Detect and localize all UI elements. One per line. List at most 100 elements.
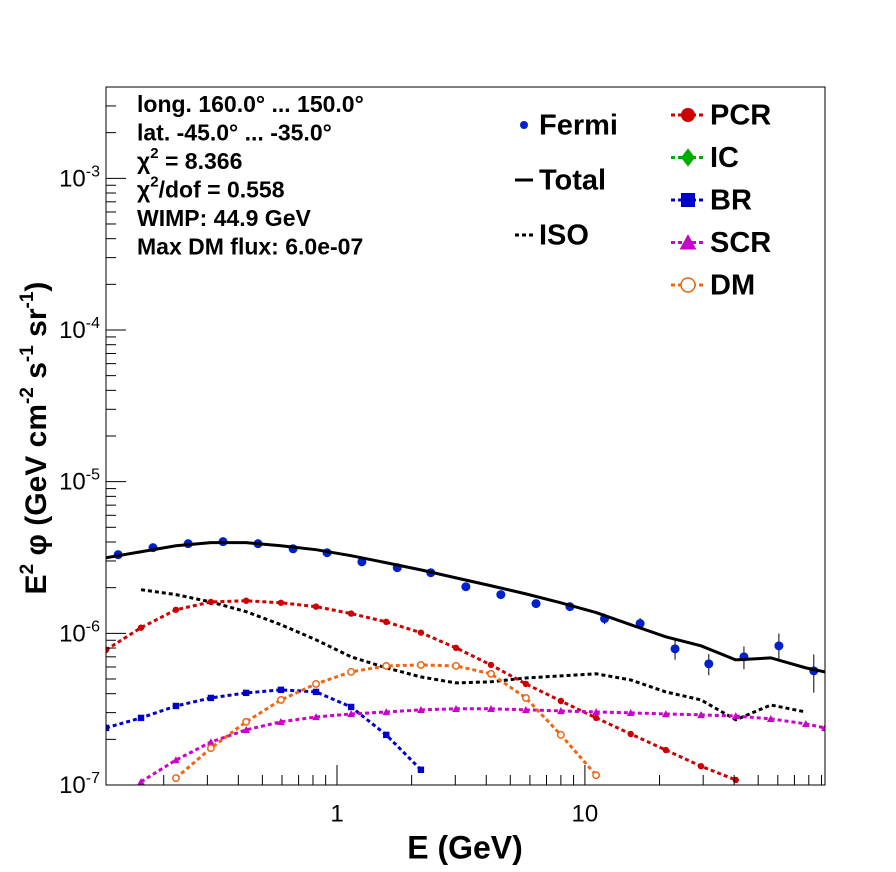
y-tick-label: 10-6 xyxy=(59,618,100,648)
marker xyxy=(681,148,695,167)
marker xyxy=(522,706,530,714)
legend-label: DM xyxy=(710,270,755,302)
marker xyxy=(461,582,471,592)
text-part: φ (GeV cm xyxy=(20,404,53,564)
superscript: 2 xyxy=(150,145,158,162)
marker xyxy=(704,659,714,669)
marker xyxy=(277,599,285,606)
marker xyxy=(172,702,180,710)
marker xyxy=(681,108,695,122)
superscript: -2 xyxy=(17,387,38,404)
marker xyxy=(521,693,530,702)
marker xyxy=(592,714,600,722)
text-part: Max DM flux: 6.0e-07 xyxy=(137,234,363,260)
marker xyxy=(383,618,390,626)
tick-exponent: -6 xyxy=(86,618,100,635)
marker xyxy=(697,763,705,770)
text-part: χ xyxy=(137,148,151,174)
tick-base: 10 xyxy=(59,469,86,496)
marker xyxy=(487,669,495,678)
marker xyxy=(277,717,285,726)
marker xyxy=(416,660,425,669)
text-part: sr xyxy=(20,308,53,345)
superscript: -1 xyxy=(17,345,38,362)
marker xyxy=(207,694,215,702)
marker xyxy=(496,590,506,600)
legend-label: IC xyxy=(710,142,739,174)
x-tick-label: 1 xyxy=(330,800,343,827)
marker xyxy=(347,703,355,711)
marker xyxy=(452,661,460,670)
marker xyxy=(417,629,425,636)
marker xyxy=(347,667,356,676)
tick-base: 10 xyxy=(59,621,86,648)
marker xyxy=(242,717,251,726)
marker xyxy=(681,193,695,207)
marker xyxy=(172,606,180,613)
marker xyxy=(137,777,145,785)
legend-label: SCR xyxy=(710,227,771,259)
marker xyxy=(106,724,110,732)
text-part: = 8.366 xyxy=(159,148,243,174)
text-part: lat. -45.0° ... -35.0° xyxy=(137,120,332,146)
marker xyxy=(382,708,391,716)
marker xyxy=(137,714,145,722)
marker xyxy=(452,644,460,652)
marker xyxy=(417,766,425,773)
marker xyxy=(679,234,697,250)
marker xyxy=(680,277,696,293)
y-tick-label: 10-5 xyxy=(59,466,100,496)
tick-exponent: -7 xyxy=(86,770,100,787)
text-part: E xyxy=(20,574,53,594)
marker xyxy=(697,711,705,719)
marker xyxy=(661,710,670,718)
annotation: long. 160.0° ... 150.0° xyxy=(137,91,364,117)
superscript: 2 xyxy=(17,564,38,575)
legend-label: ISO xyxy=(539,220,589,252)
marker xyxy=(531,599,541,609)
marker xyxy=(347,710,355,718)
marker xyxy=(627,730,634,738)
marker xyxy=(557,707,565,715)
plot-area xyxy=(106,537,825,785)
marker xyxy=(242,689,250,697)
marker xyxy=(522,680,530,688)
tick-exponent: -3 xyxy=(86,163,100,180)
marker xyxy=(276,695,285,704)
marker xyxy=(557,697,565,705)
annotation: Max DM flux: 6.0e-07 xyxy=(137,234,363,260)
annotation: χ2/dof = 0.558 xyxy=(137,174,285,203)
marker xyxy=(556,730,565,739)
marker xyxy=(172,756,180,764)
marker xyxy=(312,603,320,610)
y-tick-label: 10-3 xyxy=(59,163,100,193)
marker xyxy=(732,776,739,784)
marker xyxy=(821,724,825,732)
text-part: long. 160.0° ... 150.0° xyxy=(137,91,364,117)
legend-label: BR xyxy=(710,185,752,217)
tick-base: 10 xyxy=(59,166,86,193)
text-part: /dof = 0.558 xyxy=(159,177,285,203)
marker xyxy=(171,774,180,783)
marker xyxy=(383,731,390,739)
x-tick-label: 10 xyxy=(572,800,599,827)
series-line xyxy=(106,541,825,674)
marker xyxy=(801,720,810,728)
marker xyxy=(242,597,250,604)
text-part: χ xyxy=(137,177,151,203)
marker xyxy=(774,641,784,651)
tick-exponent: -5 xyxy=(86,466,100,483)
marker xyxy=(487,704,495,712)
x-axis-title: E (GeV) xyxy=(407,829,523,865)
marker xyxy=(207,598,215,606)
marker xyxy=(592,771,601,780)
superscript: -1 xyxy=(17,291,38,308)
marker xyxy=(137,624,145,631)
series-line xyxy=(140,588,807,722)
marker xyxy=(312,679,320,688)
tick-base: 10 xyxy=(59,772,86,799)
marker xyxy=(312,688,320,696)
marker xyxy=(670,644,680,654)
